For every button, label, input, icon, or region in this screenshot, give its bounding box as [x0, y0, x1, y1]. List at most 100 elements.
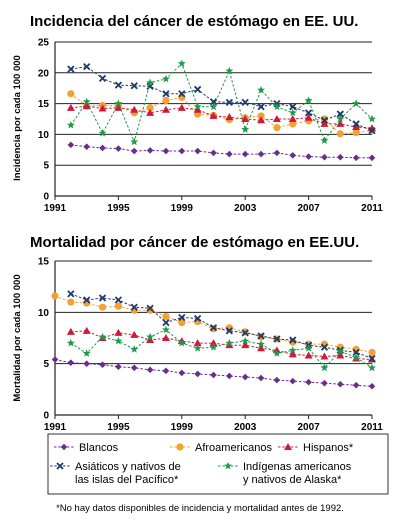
data-point — [257, 112, 265, 120]
data-point — [289, 103, 297, 111]
data-point — [162, 96, 170, 105]
data-point — [241, 373, 249, 381]
x-tick-label: 1995 — [107, 422, 130, 433]
data-point — [193, 105, 202, 113]
data-point — [146, 332, 155, 341]
data-point — [194, 85, 202, 94]
data-point — [114, 99, 123, 107]
data-point — [98, 332, 107, 341]
series-hispanos — [66, 102, 376, 132]
legend: Blancos Afroamericanos Hispanos* Asiáticos … — [47, 433, 389, 495]
y-axis-label: Incidencia por cada 100 000 — [12, 55, 23, 181]
data-point — [146, 366, 154, 374]
data-point — [352, 353, 361, 361]
legend-marker — [284, 443, 292, 450]
data-point — [161, 74, 170, 83]
data-point — [257, 150, 265, 158]
data-point — [193, 102, 202, 111]
data-point — [241, 336, 250, 345]
data-point — [272, 349, 281, 357]
data-point — [67, 290, 75, 298]
data-point — [273, 149, 281, 157]
data-point — [288, 350, 297, 358]
data-point — [82, 326, 91, 334]
data-point — [98, 74, 107, 82]
data-point — [257, 116, 266, 124]
legend-label: Indígenas americanos — [243, 461, 352, 473]
series-line — [70, 293, 373, 359]
y-tick-label: 5 — [43, 359, 49, 370]
x-tick-label: 2007 — [297, 422, 320, 433]
data-point — [368, 363, 376, 372]
chart-title: Mortalidad por cáncer de estómago en EE.… — [30, 234, 359, 251]
data-point — [82, 102, 91, 110]
data-point — [241, 329, 249, 337]
incidence-chart: Incidencia del cáncer de estómago en EE.… — [12, 13, 383, 214]
data-point — [146, 306, 154, 314]
data-point — [210, 371, 217, 379]
data-point — [352, 154, 360, 162]
y-tick-label: 15 — [38, 257, 50, 268]
data-point — [83, 143, 90, 151]
data-point — [225, 113, 234, 121]
data-point — [67, 141, 75, 149]
y-tick-label: 10 — [38, 130, 50, 141]
data-point — [178, 147, 186, 155]
data-point — [352, 128, 360, 137]
data-point — [241, 125, 250, 133]
data-point — [352, 348, 360, 357]
data-point — [209, 324, 218, 332]
data-point — [304, 113, 313, 121]
data-point — [146, 147, 154, 154]
data-point — [67, 65, 75, 73]
data-point — [225, 327, 233, 335]
mortality-chart: Mortalidad por cáncer de estómago en EE.… — [12, 234, 383, 433]
legend-marker — [56, 462, 64, 470]
data-point — [130, 82, 138, 90]
data-point — [352, 120, 360, 128]
x-tick-label: 2003 — [234, 422, 257, 433]
data-point — [257, 344, 266, 352]
data-point — [114, 328, 123, 336]
data-point — [241, 115, 250, 122]
legend-label: las islas del Pacífico* — [75, 474, 179, 486]
series-layer — [66, 59, 376, 162]
data-point — [194, 147, 201, 155]
legend-marker — [176, 443, 184, 451]
axis-ticks: 0 5 10 15 20 25 1991 1995 1999 2003 2007 2011 — [38, 38, 383, 215]
data-point — [305, 378, 312, 386]
data-point — [320, 119, 329, 127]
data-point — [257, 374, 265, 382]
series-layer — [51, 290, 376, 390]
data-point — [257, 85, 266, 94]
data-point — [257, 339, 266, 348]
series-asiaticos — [67, 63, 376, 135]
data-point — [98, 128, 107, 137]
series-indigenas — [66, 59, 376, 146]
data-point — [352, 99, 361, 107]
series-afroamericanos — [67, 90, 376, 138]
data-point — [241, 150, 249, 158]
data-point — [226, 372, 233, 380]
data-point — [130, 137, 139, 146]
data-point — [114, 103, 123, 111]
data-point — [209, 98, 218, 106]
data-point — [368, 127, 376, 135]
data-point — [336, 347, 345, 355]
data-point — [304, 96, 313, 104]
chart-title: Incidencia del cáncer de estómago en EE.… — [30, 13, 358, 30]
series-blancos — [67, 141, 376, 162]
data-point — [209, 339, 218, 347]
data-point — [130, 105, 139, 113]
data-point — [289, 336, 297, 344]
data-point — [368, 114, 376, 123]
data-point — [51, 356, 59, 363]
x-tick-label: 1999 — [171, 422, 194, 433]
data-point — [114, 336, 123, 345]
gridlines — [54, 260, 372, 416]
data-point — [368, 154, 376, 162]
data-point — [368, 354, 376, 363]
data-point — [272, 102, 281, 111]
data-point — [336, 119, 345, 127]
